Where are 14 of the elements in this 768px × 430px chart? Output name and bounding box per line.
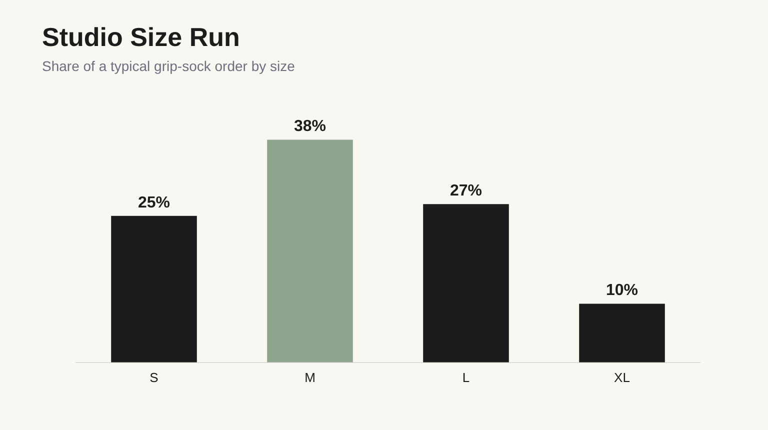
x-tick-label: L xyxy=(462,370,470,385)
data-label: 10% xyxy=(606,282,638,300)
data-label: 25% xyxy=(138,194,170,212)
bar xyxy=(111,216,197,362)
x-tick-label: M xyxy=(304,370,316,385)
bar xyxy=(423,204,509,362)
bar xyxy=(579,304,665,362)
data-label: 38% xyxy=(294,118,326,136)
chart-title: Studio Size Run xyxy=(42,22,240,53)
data-label: 27% xyxy=(450,182,482,200)
x-tick-label: XL xyxy=(614,370,630,385)
x-tick-label: S xyxy=(150,370,159,385)
bar xyxy=(267,140,353,362)
chart-subtitle: Share of a typical grip-sock order by size xyxy=(42,58,295,74)
